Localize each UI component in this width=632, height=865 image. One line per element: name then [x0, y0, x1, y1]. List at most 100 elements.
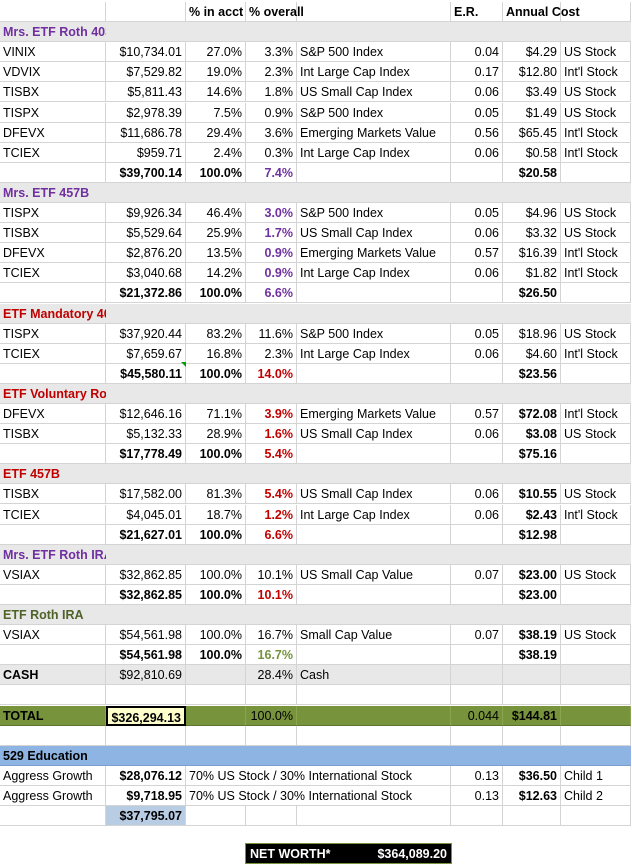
blank-cell[interactable]	[246, 685, 297, 705]
subtotal-blank[interactable]	[561, 645, 631, 665]
subtotal-pct-acct[interactable]: 100.0%	[186, 444, 246, 464]
fund-pct-acct[interactable]: 27.0%	[186, 42, 246, 62]
subtotal-cost[interactable]: $75.16	[503, 444, 561, 464]
edu-cost[interactable]: $12.63	[503, 786, 561, 806]
fund-ticker[interactable]: TCIEX	[0, 505, 106, 525]
fund-ticker[interactable]: DFEVX	[0, 243, 106, 263]
education-fill[interactable]	[246, 746, 297, 766]
fund-pct-acct[interactable]: 29.4%	[186, 123, 246, 143]
fund-cost[interactable]: $38.19	[503, 625, 561, 645]
education-fill[interactable]	[106, 746, 186, 766]
blank-cell[interactable]	[561, 685, 631, 705]
subtotal-cost[interactable]: $38.19	[503, 645, 561, 665]
fund-ticker[interactable]: TISBX	[0, 424, 106, 444]
section-fill[interactable]	[246, 464, 297, 484]
subtotal-blank[interactable]	[297, 163, 451, 183]
edu-child[interactable]: Child 2	[561, 786, 631, 806]
edu-er[interactable]: 0.13	[451, 786, 503, 806]
fund-pct-acct[interactable]: 28.9%	[186, 424, 246, 444]
fund-er[interactable]: 0.05	[451, 324, 503, 344]
section-fill[interactable]	[186, 545, 246, 565]
header-er[interactable]: E.R.	[451, 2, 503, 22]
edu-cost[interactable]: $36.50	[503, 766, 561, 786]
fund-cost[interactable]: $23.00	[503, 565, 561, 585]
fund-er[interactable]: 0.57	[451, 404, 503, 424]
fund-name[interactable]: US Small Cap Value	[297, 565, 451, 585]
net-worth-box[interactable]: NET WORTH* $364,089.20	[245, 843, 452, 864]
blank-cell[interactable]	[561, 726, 631, 746]
edu-balance[interactable]: $28,076.12	[106, 766, 186, 786]
fund-name[interactable]: Small Cap Value	[297, 625, 451, 645]
blank-cell[interactable]	[451, 685, 503, 705]
fund-cost[interactable]: $1.49	[503, 103, 561, 123]
blank-cell[interactable]	[451, 806, 503, 826]
fund-balance[interactable]: $54,561.98	[106, 625, 186, 645]
fund-cost[interactable]: $10.55	[503, 484, 561, 504]
blank-cell[interactable]	[246, 806, 297, 826]
section-fill[interactable]	[246, 22, 297, 42]
fund-er[interactable]: 0.06	[451, 263, 503, 283]
subtotal-pct-overall[interactable]: 16.7%	[246, 645, 297, 665]
total-cost[interactable]: $144.81	[503, 706, 561, 726]
fund-balance[interactable]: $37,920.44	[106, 324, 186, 344]
fund-ticker[interactable]: VSIAX	[0, 565, 106, 585]
fund-pct-overall[interactable]: 0.3%	[246, 143, 297, 163]
section-fill[interactable]	[451, 605, 503, 625]
fund-pct-overall[interactable]: 1.8%	[246, 82, 297, 102]
fund-pct-overall[interactable]: 11.6%	[246, 324, 297, 344]
subtotal-blank[interactable]	[561, 525, 631, 545]
section-fill[interactable]	[297, 304, 451, 324]
fund-category[interactable]: US Stock	[561, 484, 631, 504]
education-fill[interactable]	[503, 746, 561, 766]
fund-pct-overall[interactable]: 16.7%	[246, 625, 297, 645]
fund-name[interactable]: Int Large Cap Index	[297, 505, 451, 525]
fund-balance[interactable]: $17,582.00	[106, 484, 186, 504]
section-fill[interactable]	[451, 464, 503, 484]
subtotal-cost[interactable]: $23.56	[503, 364, 561, 384]
fund-name[interactable]: Int Large Cap Index	[297, 263, 451, 283]
blank-cell[interactable]	[297, 806, 451, 826]
edu-fund[interactable]: Aggress Growth	[0, 786, 106, 806]
fund-category[interactable]: Int'l Stock	[561, 143, 631, 163]
section-fill[interactable]	[297, 545, 451, 565]
subtotal-balance[interactable]: $32,862.85	[106, 585, 186, 605]
section-fill[interactable]	[503, 22, 561, 42]
fund-category[interactable]: US Stock	[561, 42, 631, 62]
subtotal-blank[interactable]	[0, 283, 106, 303]
section-fill[interactable]	[246, 384, 297, 404]
subtotal-balance[interactable]: $21,372.86	[106, 283, 186, 303]
subtotal-blank[interactable]	[561, 444, 631, 464]
blank-cell[interactable]	[186, 806, 246, 826]
fund-cost[interactable]: $2.43	[503, 505, 561, 525]
fund-category[interactable]: Int'l Stock	[561, 505, 631, 525]
fund-ticker[interactable]: DFEVX	[0, 404, 106, 424]
education-fill[interactable]	[297, 746, 451, 766]
fund-pct-acct[interactable]: 16.8%	[186, 344, 246, 364]
fund-pct-acct[interactable]: 25.9%	[186, 223, 246, 243]
subtotal-balance[interactable]: $45,580.11	[106, 364, 186, 384]
section-fill[interactable]	[451, 22, 503, 42]
cash-blank[interactable]	[451, 665, 503, 685]
subtotal-pct-overall[interactable]: 6.6%	[246, 525, 297, 545]
section-fill[interactable]	[106, 22, 186, 42]
education-fill[interactable]	[186, 746, 246, 766]
section-fill[interactable]	[186, 384, 246, 404]
section-fill[interactable]	[451, 183, 503, 203]
fund-er[interactable]: 0.05	[451, 203, 503, 223]
fund-balance[interactable]: $7,529.82	[106, 62, 186, 82]
education-fill[interactable]	[451, 746, 503, 766]
section-fill[interactable]	[561, 464, 631, 484]
fund-ticker[interactable]: TISBX	[0, 82, 106, 102]
section-fill[interactable]	[451, 384, 503, 404]
fund-name[interactable]: Int Large Cap Index	[297, 62, 451, 82]
section-fill[interactable]	[561, 304, 631, 324]
cash-blank[interactable]	[561, 665, 631, 685]
fund-er[interactable]: 0.07	[451, 565, 503, 585]
subtotal-pct-acct[interactable]: 100.0%	[186, 525, 246, 545]
edu-allocation[interactable]: 70% US Stock / 30% International Stock	[186, 786, 451, 806]
fund-cost[interactable]: $4.96	[503, 203, 561, 223]
header-annual-cost[interactable]: Annual Cost	[503, 2, 580, 22]
fund-name[interactable]: S&P 500 Index	[297, 203, 451, 223]
fund-name[interactable]: S&P 500 Index	[297, 42, 451, 62]
fund-category[interactable]: Int'l Stock	[561, 123, 631, 143]
